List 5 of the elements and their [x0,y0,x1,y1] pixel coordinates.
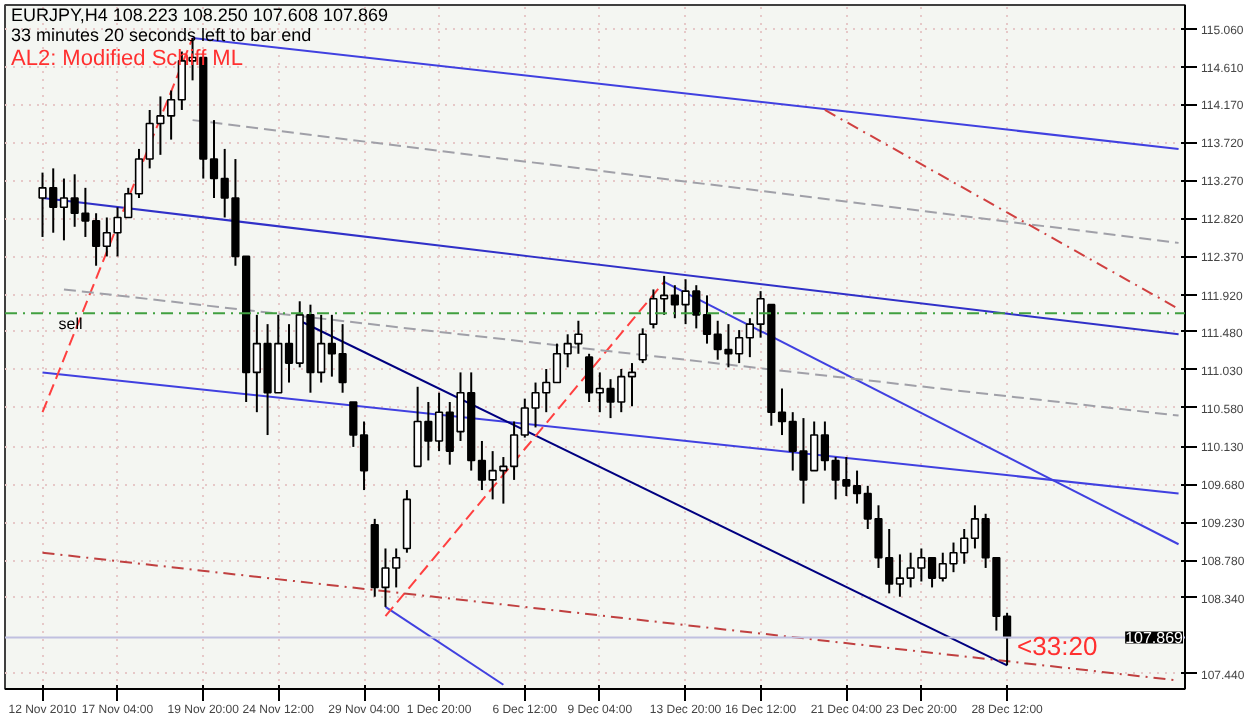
candlestick [638,327,647,365]
ref-line-label: 107.869 [1125,629,1185,648]
text: 33 minutes 20 seconds left to bar end [11,25,312,45]
annotation: <33:20 [1017,630,1098,661]
chart-title: EURJPY,H4 108.223 108.250 107.608 107.869 [11,5,388,25]
